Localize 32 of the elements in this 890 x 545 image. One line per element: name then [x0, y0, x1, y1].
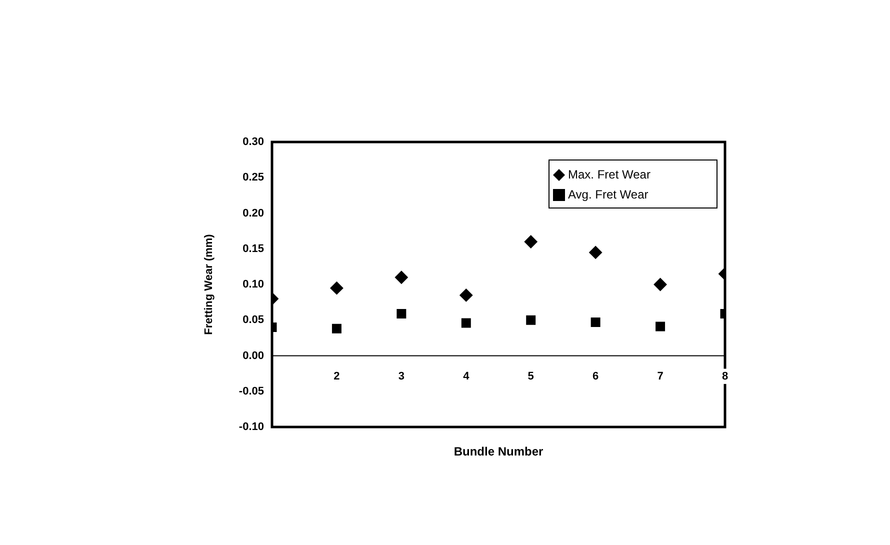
point: [656, 322, 666, 332]
point: [332, 324, 342, 334]
x-tick-label: 6: [592, 370, 599, 382]
y-tick-label: 0.05: [242, 314, 264, 326]
y-tick-label: 0.15: [242, 242, 264, 255]
legend-label: Avg. Fret Wear: [568, 187, 648, 202]
x-tick-label: 5: [528, 370, 534, 382]
x-tick-label: 4: [463, 370, 470, 382]
y-tick-label: 0.20: [242, 207, 264, 220]
point: [330, 282, 344, 295]
point: [590, 318, 600, 328]
point: [526, 315, 536, 325]
x-axis-title: Bundle Number: [454, 444, 544, 458]
y-axis-title: Fretting Wear (mm): [203, 234, 216, 335]
y-tick-label: -0.10: [238, 421, 264, 434]
point: [524, 235, 538, 248]
x-tick-label: 3: [398, 370, 404, 382]
legend-label: Max. Fret Wear: [568, 167, 650, 182]
point: [394, 270, 408, 284]
x-tick-label: 7: [657, 370, 664, 382]
point: [654, 278, 667, 291]
x-tick-label: 2: [334, 370, 340, 382]
y-tick-label: 0.30: [242, 136, 264, 148]
point: [589, 246, 602, 259]
x-tick-label: 8: [722, 370, 728, 382]
point: [461, 318, 471, 328]
y-tick-label: 0.10: [242, 278, 264, 291]
point: [460, 288, 473, 302]
y-tick-label: -0.05: [238, 385, 264, 398]
y-tick-label: 0.00: [242, 350, 264, 362]
point: [396, 308, 406, 318]
y-tick-label: 0.25: [242, 172, 264, 184]
